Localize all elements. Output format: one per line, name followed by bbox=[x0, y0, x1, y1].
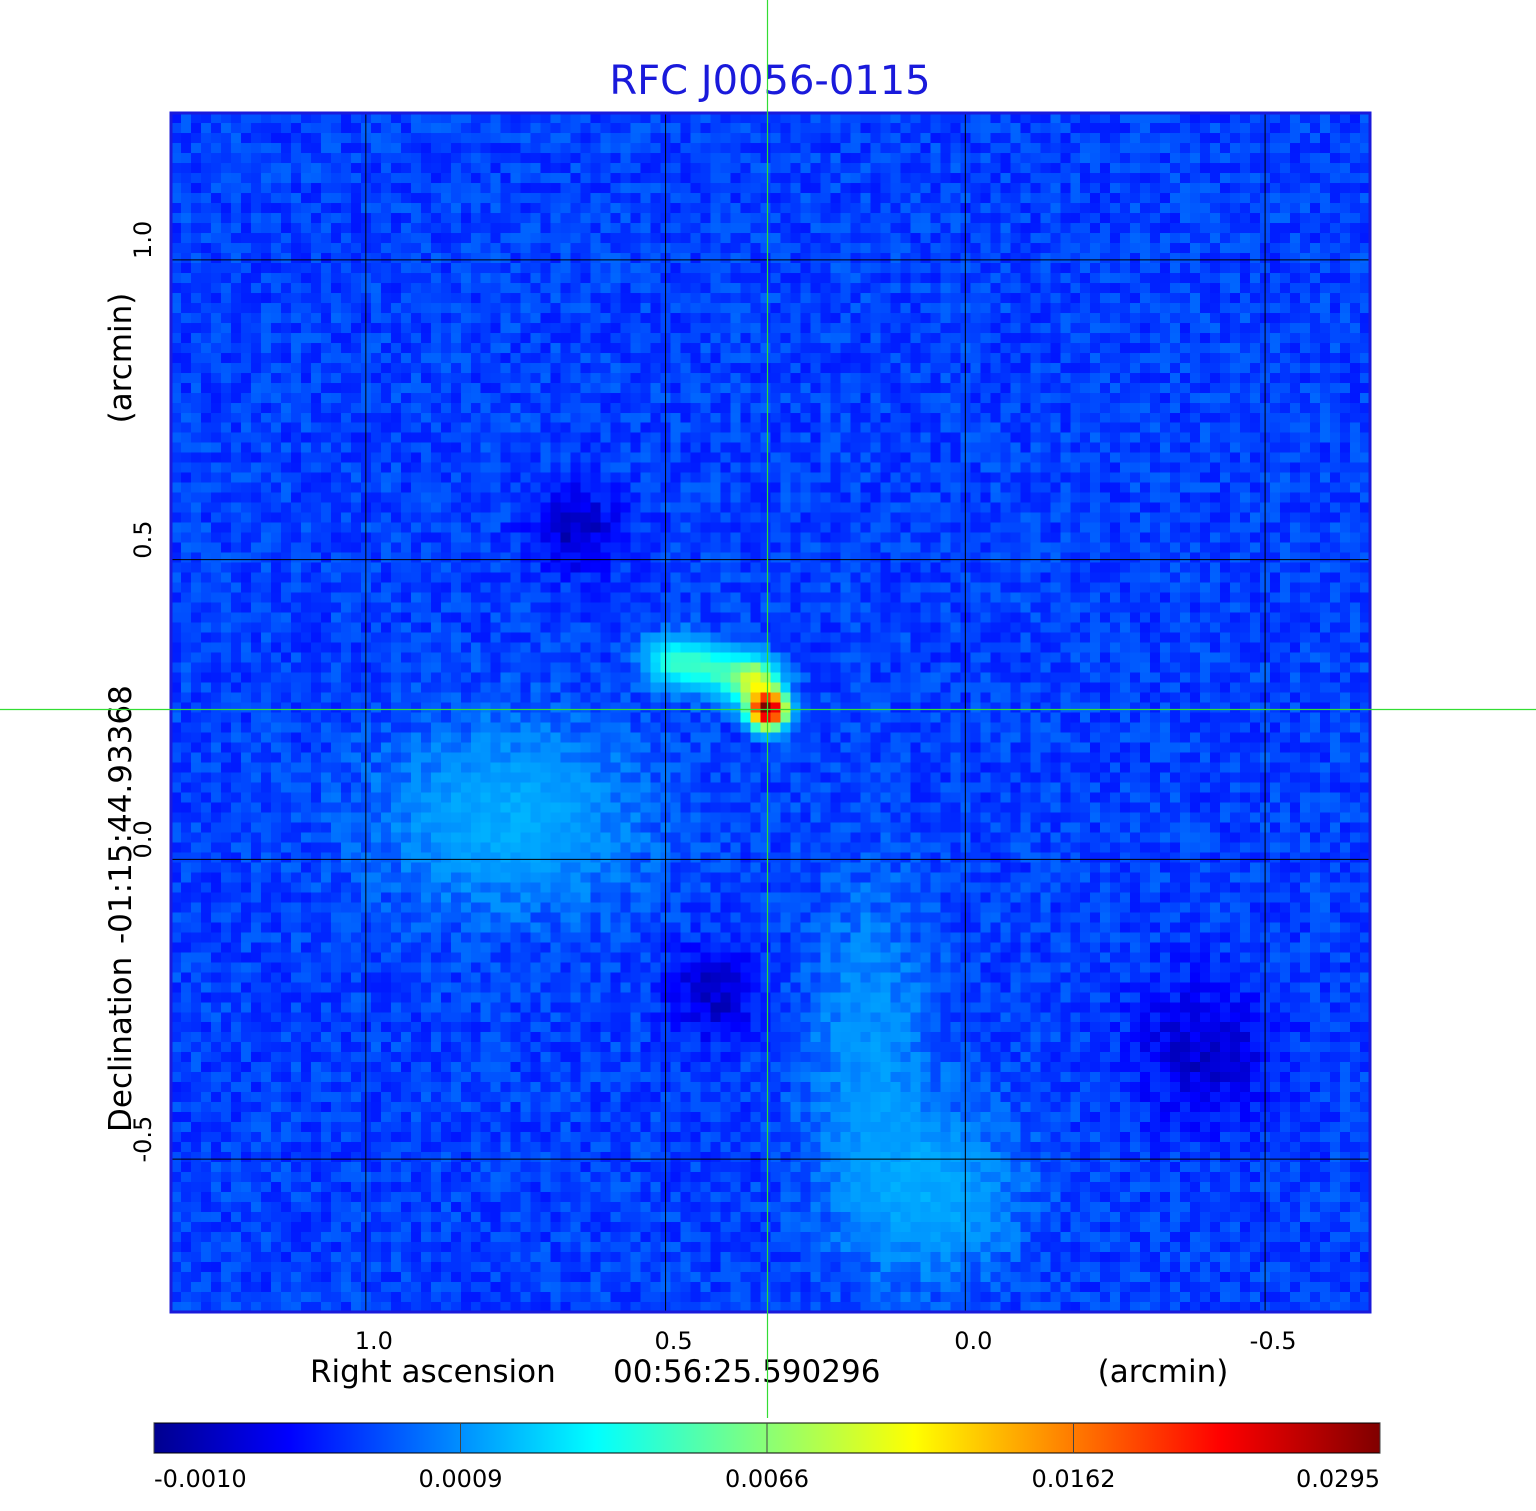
crosshair bbox=[0, 0, 1536, 1418]
map-panel bbox=[169, 111, 1372, 1314]
x-tick-label: -0.5 bbox=[1250, 1327, 1297, 1355]
colorbar-tick-label: 0.0295 bbox=[1296, 1465, 1380, 1493]
chart-title: RFC J0056-0115 bbox=[609, 58, 930, 104]
colorbar-tick-label: 0.0066 bbox=[725, 1465, 809, 1493]
x-tick-label: 1.0 bbox=[355, 1327, 393, 1355]
x-axis-coordinate: 00:56:25.590296 bbox=[613, 1354, 880, 1390]
x-axis-ticks: 1.0 0.5 0.0 -0.5 bbox=[355, 1327, 1297, 1355]
x-axis-unit: (arcmin) bbox=[1098, 1354, 1229, 1390]
y-axis-prefix: Declination bbox=[103, 957, 139, 1132]
colorbar-tick-label: 0.0009 bbox=[419, 1465, 503, 1493]
y-axis-coordinate: -01:15:44.93368 bbox=[103, 685, 139, 944]
colorbar-tick-label: -0.0010 bbox=[154, 1465, 247, 1493]
plot-frame bbox=[169, 111, 1372, 1314]
x-tick-label: 0.0 bbox=[954, 1327, 992, 1355]
y-axis-unit: (arcmin) bbox=[103, 293, 139, 424]
intensity-image bbox=[171, 113, 1370, 1312]
y-axis-ticks: 1.0 0.5 0.0 -0.5 bbox=[129, 221, 157, 1163]
y-tick-label: 1.0 bbox=[129, 221, 157, 259]
coordinate-grid bbox=[171, 113, 1370, 1312]
colorbar-ticks: -0.0010 0.0009 0.0066 0.0162 0.0295 bbox=[153, 1423, 1381, 1493]
x-axis-prefix: Right ascension bbox=[310, 1354, 556, 1390]
x-tick-label: 0.5 bbox=[655, 1327, 693, 1355]
y-tick-label: 0.5 bbox=[129, 521, 157, 559]
x-axis-label: Right ascension bbox=[310, 1354, 556, 1390]
y-axis-label: Declination -01:15:44.93368 bbox=[103, 685, 139, 1132]
y-tick-label: 0.0 bbox=[129, 820, 157, 858]
y-tick-label: -0.5 bbox=[129, 1116, 157, 1163]
colorbar-tick-label: 0.0162 bbox=[1032, 1465, 1116, 1493]
colorbar: -0.0010 0.0009 0.0066 0.0162 0.0295 bbox=[153, 1422, 1381, 1493]
